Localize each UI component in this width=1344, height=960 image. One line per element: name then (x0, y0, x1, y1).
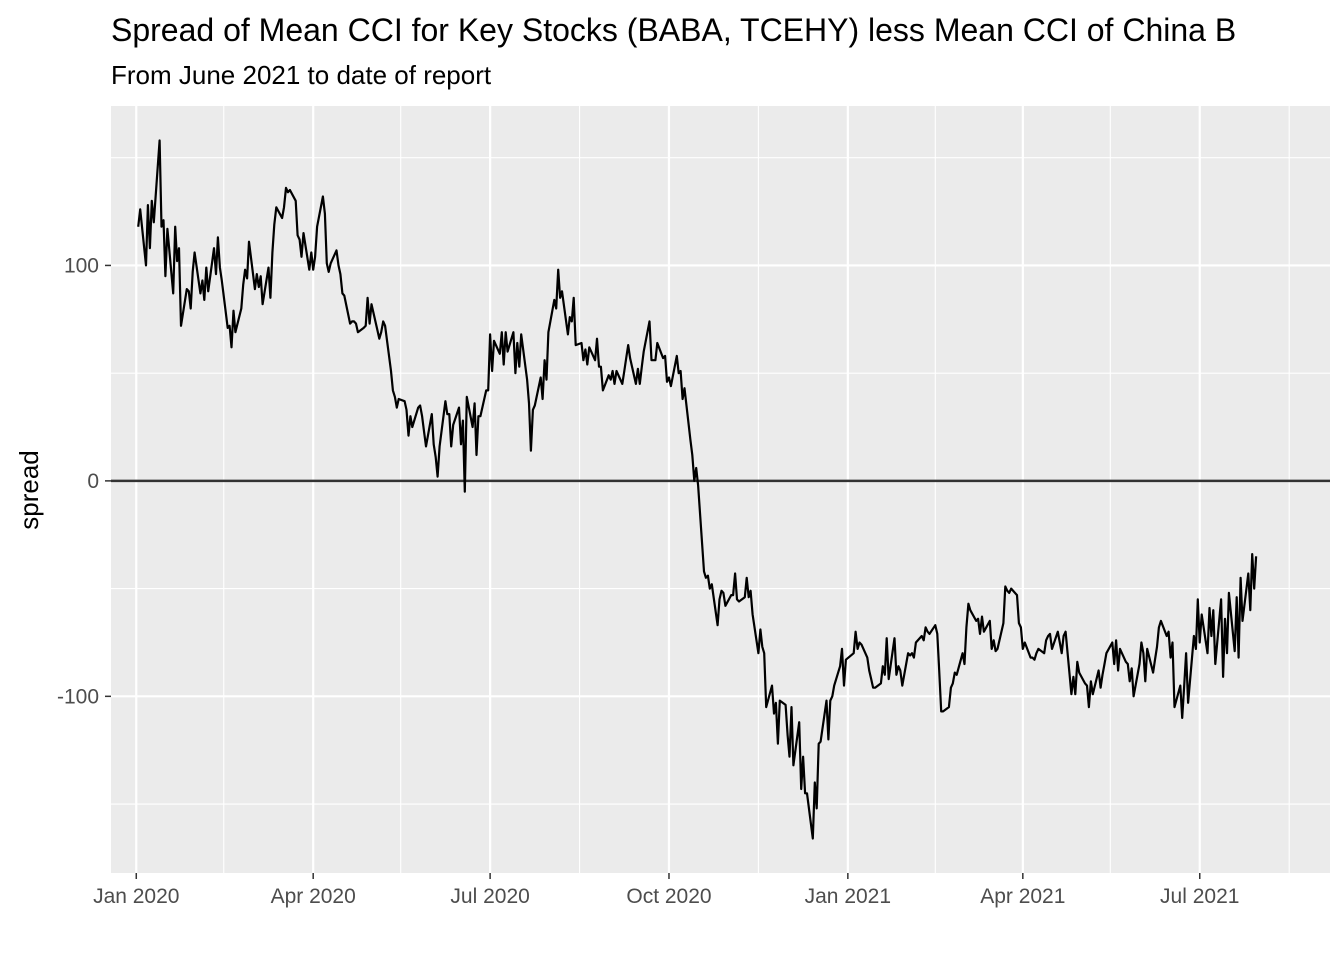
x-tick-label: Jul 2020 (450, 885, 529, 908)
x-tick-label: Jan 2021 (805, 885, 891, 908)
y-axis-title: spread (14, 450, 44, 530)
spread-series-line (137, 139, 1258, 840)
x-tick-label: Apr 2020 (271, 885, 356, 908)
y-axis: 100 0 -100 (57, 254, 111, 708)
x-axis: Jan 2020 Apr 2020 Jul 2020 Oct 2020 Jan 2021… (93, 873, 1239, 908)
x-tick-label: Apr 2021 (980, 885, 1065, 908)
y-tick-label: -100 (57, 685, 99, 708)
plot-background (111, 106, 1330, 873)
y-tick-label: 100 (64, 254, 99, 277)
chart-subtitle: From June 2021 to date of report (111, 60, 492, 90)
x-tick-label: Jan 2020 (93, 885, 179, 908)
y-tick-label: 0 (87, 470, 99, 493)
plot-panel (111, 106, 1330, 873)
x-tick-label: Jul 2021 (1160, 885, 1239, 908)
x-tick-label: Oct 2020 (626, 885, 711, 908)
chart-title: Spread of Mean CCI for Key Stocks (BABA,… (111, 12, 1236, 48)
